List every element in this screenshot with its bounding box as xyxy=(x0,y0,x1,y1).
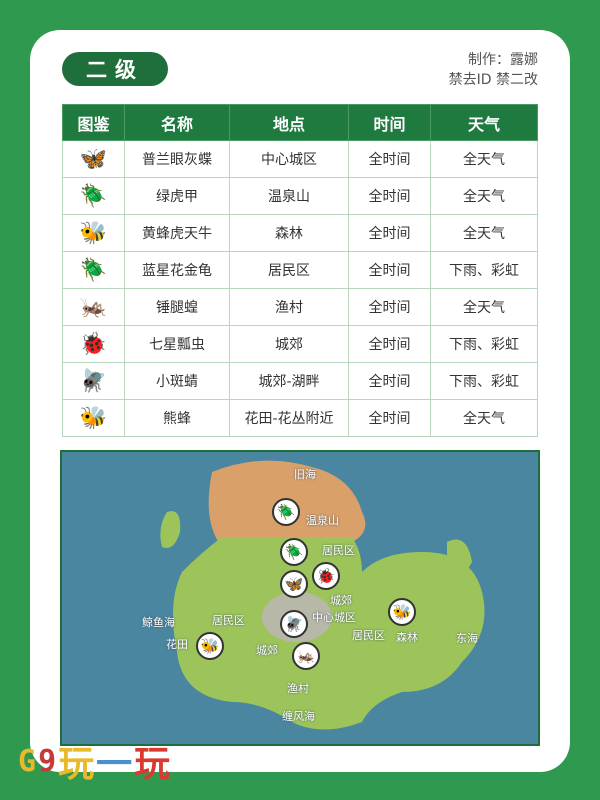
map-label: 居民区 xyxy=(322,544,355,557)
map-label: 花田 xyxy=(166,638,188,651)
credit-notice: 禁去ID 禁二改 xyxy=(448,72,538,88)
island-map: 旧海 温泉山 居民区 城郊 鲸鱼海 居民区 中心城区 城郊 居民区 森林 东海 … xyxy=(60,450,540,746)
table-row: 🐝 熊蜂 花田-花丛附近 全时间 全天气 xyxy=(62,399,538,437)
insect-time: 全时间 xyxy=(348,325,431,363)
insect-weather: 下雨、彩虹 xyxy=(430,362,538,400)
map-label: 城郊 xyxy=(330,594,352,607)
insect-location: 森林 xyxy=(229,214,349,252)
green-beetle-icon: 🪲 xyxy=(62,177,125,215)
insect-weather: 全天气 xyxy=(430,288,538,326)
butterfly-icon: 🦋 xyxy=(62,140,125,178)
map-label: 中心城区 xyxy=(312,611,356,624)
map-pin-butterfly[interactable]: 🦋 xyxy=(280,570,308,598)
map-label: 旧海 xyxy=(294,468,316,481)
insect-location: 城郊-湖畔 xyxy=(229,362,349,400)
map-label: 渔村 xyxy=(287,682,309,695)
table-row: 🪲 绿虎甲 温泉山 全时间 全天气 xyxy=(62,177,538,215)
column-header: 名称 xyxy=(124,104,230,141)
map-pin-purple-beetle[interactable]: 🪲 xyxy=(280,538,308,566)
column-header: 天气 xyxy=(430,104,538,141)
column-header: 时间 xyxy=(348,104,431,141)
insect-name: 锤腿蝗 xyxy=(124,288,230,326)
map-pin-longhorn-beetle[interactable]: 🐝 xyxy=(388,598,416,626)
map-label: 居民区 xyxy=(352,629,385,642)
insect-time: 全时间 xyxy=(348,177,431,215)
insect-location: 花田-花丛附近 xyxy=(229,399,349,437)
map-pin-bumblebee[interactable]: 🐝 xyxy=(196,632,224,660)
insect-table: 图鉴 名称 地点 时间 天气 🦋 普兰眼灰蝶 中心城区 全时间 全天气 🪲 绿虎甲 温泉山 全时间 全天气… xyxy=(62,104,538,437)
map-label: 居民区 xyxy=(212,614,245,627)
table-row: 🦋 普兰眼灰蝶 中心城区 全时间 全天气 xyxy=(62,140,538,178)
level-badge: 二级 xyxy=(62,52,168,86)
longhorn-beetle-icon: 🐝 xyxy=(62,214,125,252)
table-row: 🪲 蓝星花金龟 居民区 全时间 下雨、彩虹 xyxy=(62,251,538,289)
insect-name: 普兰眼灰蝶 xyxy=(124,140,230,178)
table-row: 🦗 锤腿蝗 渔村 全时间 全天气 xyxy=(62,288,538,326)
map-label: 温泉山 xyxy=(306,514,339,527)
insect-time: 全时间 xyxy=(348,140,431,178)
insect-name: 绿虎甲 xyxy=(124,177,230,215)
bumblebee-icon: 🐝 xyxy=(62,399,125,437)
column-header: 图鉴 xyxy=(62,104,125,141)
insect-time: 全时间 xyxy=(348,399,431,437)
map-pin-grasshopper[interactable]: 🦗 xyxy=(292,642,320,670)
insect-time: 全时间 xyxy=(348,288,431,326)
dragonfly-icon: 🪰 xyxy=(62,362,125,400)
insect-weather: 全天气 xyxy=(430,177,538,215)
insect-name: 蓝星花金龟 xyxy=(124,251,230,289)
insect-weather: 下雨、彩虹 xyxy=(430,325,538,363)
insect-time: 全时间 xyxy=(348,362,431,400)
column-header: 地点 xyxy=(229,104,349,141)
insect-name: 小斑蜻 xyxy=(124,362,230,400)
map-label: 东海 xyxy=(456,632,478,645)
table-row: 🐞 七星瓢虫 城郊 全时间 下雨、彩虹 xyxy=(62,325,538,363)
map-label: 鲸鱼海 xyxy=(142,616,175,629)
insect-weather: 全天气 xyxy=(430,140,538,178)
map-pin-green-beetle[interactable]: 🪲 xyxy=(272,498,300,526)
insect-name: 熊蜂 xyxy=(124,399,230,437)
table-row: 🪰 小斑蜻 城郊-湖畔 全时间 下雨、彩虹 xyxy=(62,362,538,400)
insect-location: 渔村 xyxy=(229,288,349,326)
grasshopper-icon: 🦗 xyxy=(62,288,125,326)
insect-time: 全时间 xyxy=(348,251,431,289)
credit: 制作：露娜 禁去ID 禁二改 xyxy=(449,50,538,90)
table-row: 🐝 黄蜂虎天牛 森林 全时间 全天气 xyxy=(62,214,538,252)
ladybug-icon: 🐞 xyxy=(62,325,125,363)
map-label: 森林 xyxy=(396,631,418,644)
map-pin-ladybug[interactable]: 🐞 xyxy=(312,562,340,590)
map-pin-dragonfly[interactable]: 🪰 xyxy=(280,610,308,638)
map-label: 城郊 xyxy=(256,644,278,657)
insect-time: 全时间 xyxy=(348,214,431,252)
map-label: 缠风海 xyxy=(282,710,315,723)
insect-name: 七星瓢虫 xyxy=(124,325,230,363)
map-graphic xyxy=(160,460,485,730)
insect-location: 中心城区 xyxy=(229,140,349,178)
insect-weather: 全天气 xyxy=(430,214,538,252)
insect-name: 黄蜂虎天牛 xyxy=(124,214,230,252)
credit-author: 制作：露娜 xyxy=(468,52,538,68)
insect-location: 城郊 xyxy=(229,325,349,363)
insect-location: 居民区 xyxy=(229,251,349,289)
insect-location: 温泉山 xyxy=(229,177,349,215)
insect-weather: 全天气 xyxy=(430,399,538,437)
purple-beetle-icon: 🪲 xyxy=(62,251,125,289)
insect-weather: 下雨、彩虹 xyxy=(430,251,538,289)
